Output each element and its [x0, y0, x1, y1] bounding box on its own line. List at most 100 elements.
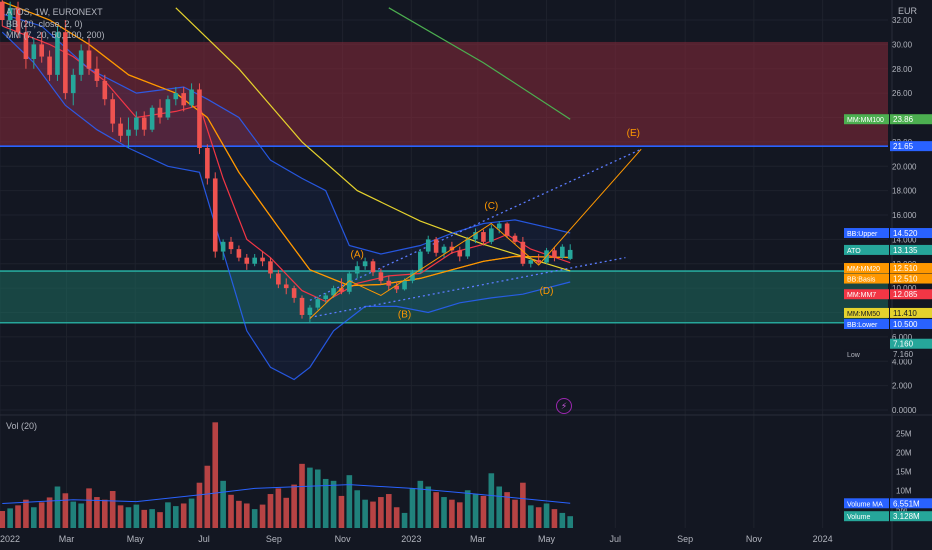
candle-body	[425, 239, 431, 252]
price-tag-name-box	[844, 289, 889, 300]
volume-bar	[338, 495, 345, 528]
time-axis-label: Nov	[335, 534, 352, 544]
candle-body	[157, 107, 163, 118]
price-tag-value: 13.135	[893, 246, 918, 255]
symbol-legend[interactable]: ATOS, 1W, EURONEXT	[6, 7, 103, 17]
volume-bar	[196, 482, 203, 528]
volume-bar	[527, 505, 534, 528]
volume-legend[interactable]: Vol (20)	[6, 421, 38, 431]
volume-bar	[291, 484, 297, 528]
price-tag-value-box	[890, 307, 932, 318]
volume-bar	[149, 509, 155, 528]
volume-bar	[23, 499, 29, 528]
lower-channel-line	[309, 257, 626, 319]
volume-bar	[378, 497, 384, 528]
volume-bar	[54, 486, 61, 528]
candle-body	[520, 241, 526, 264]
price-tag-name-box	[844, 228, 889, 239]
price-tag-name: MM:MM100	[847, 117, 884, 124]
bollinger-legend[interactable]: BB (20, close, 2, 0)	[6, 19, 83, 29]
volume-bar	[441, 497, 447, 528]
volume-axis-label: 15M	[896, 467, 912, 476]
candle-body	[55, 32, 60, 75]
candle-body	[323, 295, 328, 300]
candle-body	[276, 273, 281, 285]
price-tag-value-box	[890, 349, 932, 360]
volume-axis-label: 10M	[896, 486, 912, 495]
candle-body	[220, 241, 226, 252]
volume-bar	[86, 488, 92, 528]
series-line-bb-upper	[2, 13, 571, 255]
series-line-mm-mm100	[388, 7, 571, 120]
candle-body	[31, 44, 37, 59]
volume-tag-name-box	[844, 511, 889, 522]
price-axis-label: 4.000	[892, 357, 913, 366]
candle-body	[141, 117, 147, 130]
price-tag-name: BB:Basis	[847, 277, 876, 284]
currency-label: EUR	[898, 6, 918, 16]
candle-body	[86, 50, 92, 69]
volume-bar	[314, 469, 321, 528]
price-tag-value-box	[890, 319, 932, 330]
time-axis-label: Sep	[677, 534, 693, 544]
price-axis-label: 2.000	[892, 382, 913, 391]
price-tag-name: MM:MM20	[847, 266, 880, 273]
price-axis-label: 16.000	[892, 211, 917, 220]
candle-body	[181, 93, 186, 106]
candle-body	[205, 147, 210, 179]
candle-body	[0, 1, 5, 20]
volume-bar	[385, 494, 392, 528]
price-tag-name: Low	[847, 352, 861, 359]
price-tag-name-box	[844, 307, 889, 318]
price-tag-value: 12.085	[893, 290, 918, 299]
moving-average-legend[interactable]: MM (7, 20, 50, 100, 200)	[6, 30, 105, 40]
price-tag-value-box	[890, 263, 932, 274]
price-tag-value-box	[890, 338, 932, 349]
candle-body	[228, 241, 234, 250]
price-tag-name: MM:MM50	[847, 311, 880, 318]
candle-body	[78, 50, 84, 75]
price-axis-label: 6.000	[892, 333, 913, 342]
volume-bar	[102, 499, 108, 528]
series-line-bb-basis	[2, 1, 571, 287]
candle-body	[110, 99, 115, 124]
time-axis-label: Nov	[746, 534, 763, 544]
volume-bar	[504, 492, 510, 528]
volume-bar	[78, 503, 84, 528]
price-axis-label: 28.00	[892, 65, 913, 74]
candle-body	[560, 246, 565, 258]
price-axis-label: 0.0000	[892, 406, 917, 415]
wave-label: (B)	[398, 309, 411, 320]
candle-body	[212, 178, 218, 252]
volume-bar	[472, 494, 479, 528]
volume-bar	[456, 502, 463, 528]
candle-body	[173, 93, 179, 100]
price-tag-value: 7.160	[893, 350, 914, 359]
time-axis-label: Mar	[470, 534, 486, 544]
candle-body	[418, 251, 423, 273]
volume-bar	[0, 511, 6, 528]
candle-body	[102, 80, 108, 100]
price-axis-label: 32.00	[892, 16, 913, 25]
candle-body	[378, 272, 384, 281]
price-tag-name-box	[844, 273, 889, 284]
resistance-zone	[0, 41, 888, 147]
volume-bar	[236, 500, 242, 528]
candle-body	[47, 56, 52, 75]
candle-body	[252, 257, 257, 264]
volume-bar	[109, 491, 116, 528]
volume-bar	[480, 495, 487, 528]
volume-bar	[307, 467, 313, 528]
candle-body	[299, 297, 305, 315]
volume-bar	[220, 480, 226, 528]
candle-body	[15, 7, 21, 33]
volume-tag-value: 3.128M	[893, 512, 920, 521]
price-tag-value: 10.500	[893, 320, 918, 329]
volume-bar	[46, 497, 53, 528]
candle-body	[536, 260, 541, 263]
volume-tag-value-box	[890, 511, 932, 522]
flash-icon[interactable]: ⚡	[556, 398, 572, 414]
volume-bar	[322, 478, 329, 528]
time-axis-label: Mar	[59, 534, 75, 544]
